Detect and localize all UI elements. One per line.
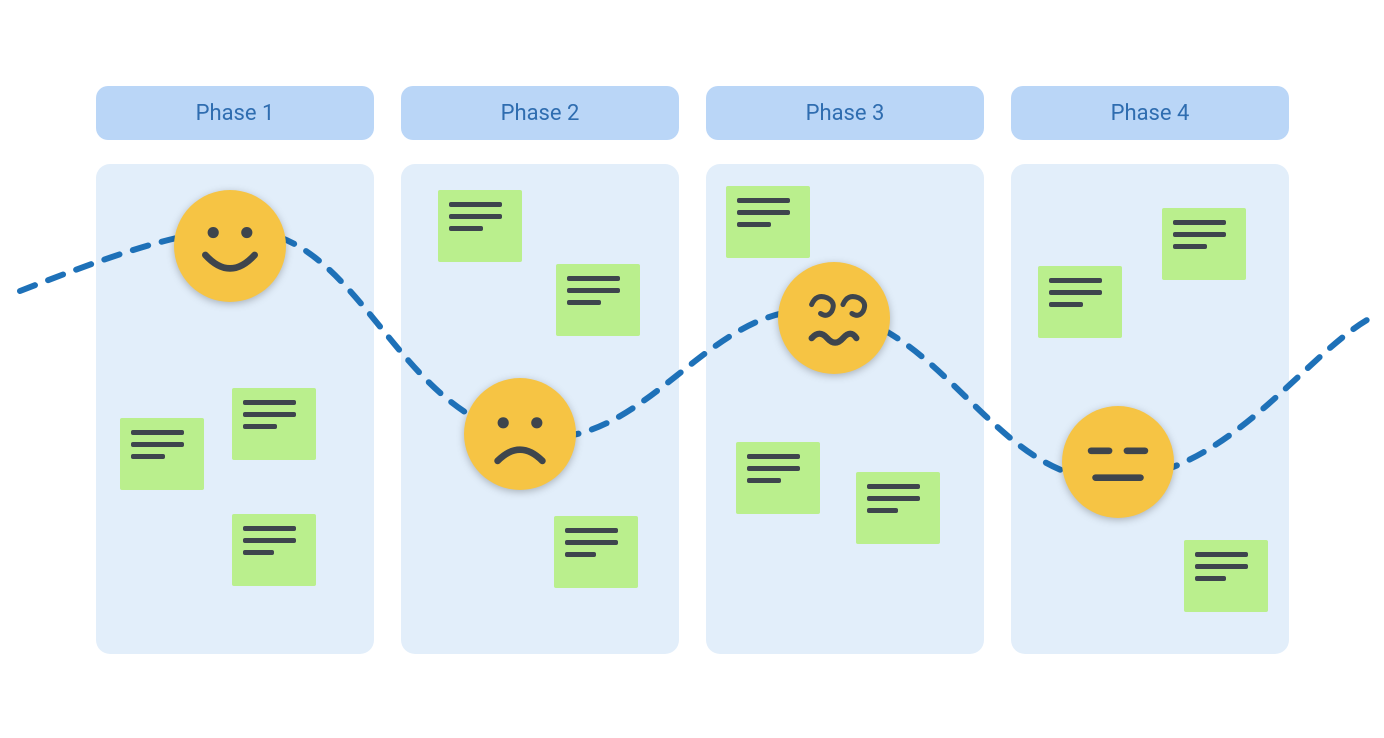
sticky-note (232, 514, 316, 586)
sad-face-icon (464, 378, 576, 490)
phase-header-label: Phase 1 (196, 101, 275, 126)
sticky-note (736, 442, 820, 514)
journey-map-canvas: Phase 1 Phase 2 Phase 3 Phase 4 (0, 0, 1384, 738)
sticky-note (438, 190, 522, 262)
phase-header-label: Phase 2 (501, 101, 580, 126)
phase-4-header: Phase 4 (1011, 86, 1289, 140)
sticky-note (1162, 208, 1246, 280)
dizzy-face-icon (778, 262, 890, 374)
phase-header-label: Phase 3 (806, 101, 885, 126)
sticky-note (856, 472, 940, 544)
phase-3-header: Phase 3 (706, 86, 984, 140)
sticky-note (1038, 266, 1122, 338)
phase-2-header: Phase 2 (401, 86, 679, 140)
phase-header-label: Phase 4 (1111, 101, 1190, 126)
sticky-note (726, 186, 810, 258)
sticky-note (1184, 540, 1268, 612)
sticky-note (120, 418, 204, 490)
neutral-face-icon (1062, 406, 1174, 518)
sticky-note (554, 516, 638, 588)
happy-face-icon (174, 190, 286, 302)
sticky-note (232, 388, 316, 460)
phase-1-header: Phase 1 (96, 86, 374, 140)
sticky-note (556, 264, 640, 336)
